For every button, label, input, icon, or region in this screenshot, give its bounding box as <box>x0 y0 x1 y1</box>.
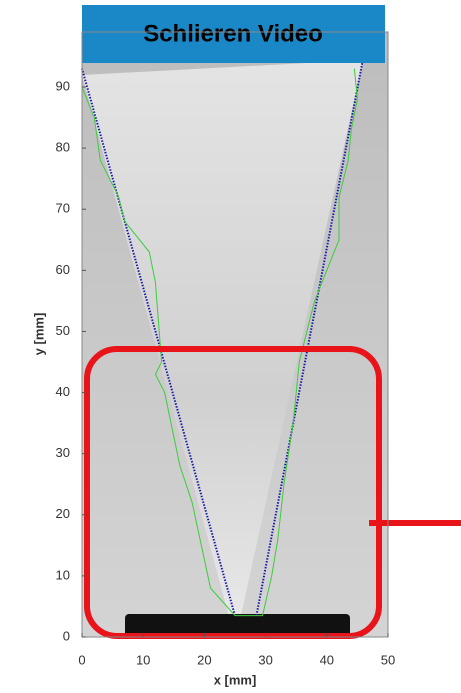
y-tick-label: 40 <box>56 384 70 399</box>
nozzle-base <box>125 614 350 637</box>
y-tick-label: 80 <box>56 140 70 155</box>
highlight-box <box>84 346 382 639</box>
y-tick-label: 0 <box>63 628 70 643</box>
chart-title: Schlieren Video <box>143 20 323 47</box>
title-box <box>82 5 385 63</box>
x-tick-label: 30 <box>258 652 272 667</box>
y-tick-label: 90 <box>56 78 70 93</box>
series-line <box>81 68 358 617</box>
y-tick-label: 30 <box>56 445 70 460</box>
y-tick-label: 50 <box>56 323 70 338</box>
x-axis-label: x [mm] <box>214 672 257 687</box>
x-tick-label: 0 <box>78 652 85 667</box>
y-axis-label: y [mm] <box>31 313 46 356</box>
series-line <box>255 56 365 616</box>
x-tick-label: 40 <box>320 652 334 667</box>
x-tick-label: 10 <box>136 652 150 667</box>
y-tick-label: 10 <box>56 567 70 582</box>
plume <box>82 60 363 620</box>
y-tick-label: 60 <box>56 262 70 277</box>
x-tick-label: 20 <box>197 652 211 667</box>
x-tick-label: 50 <box>381 652 395 667</box>
axes-frame <box>81 31 389 638</box>
plot <box>81 56 365 617</box>
y-tick-label: 20 <box>56 506 70 521</box>
y-tick-label: 70 <box>56 201 70 216</box>
